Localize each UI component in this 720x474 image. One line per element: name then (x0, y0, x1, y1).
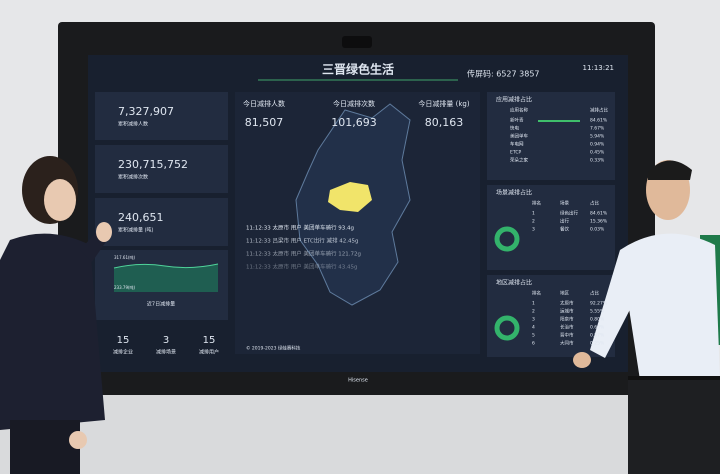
cell: 0.25% (590, 341, 605, 347)
cell: 5.94% (590, 134, 605, 140)
cell: 5.55% (590, 309, 605, 315)
cell: 6 (532, 341, 535, 347)
total-value: 7,327,907 (118, 105, 174, 118)
woman (0, 156, 112, 474)
app-bar (538, 120, 580, 122)
cell: 84.61% (590, 211, 608, 217)
cell: 84.61% (590, 118, 608, 124)
cell: 4 (532, 325, 535, 331)
camera (342, 36, 372, 48)
column-header: 地区 (560, 290, 569, 297)
today-value: 81,507 (245, 116, 284, 129)
trend-max: 317.61(吨) (114, 254, 136, 260)
cell: 荣朵之家 (510, 157, 528, 164)
today-value: 101,693 (331, 116, 377, 129)
cell: 绿色出行 (560, 210, 578, 217)
cell: 15.36% (590, 219, 608, 225)
today-label: 今日减排量 (kg) (418, 99, 469, 108)
cell: 0.57% (590, 333, 605, 339)
brand: Hisense (348, 378, 368, 384)
column-header: 排名 (532, 290, 541, 297)
feed-line: 11:12:33 太原市 用户 美团单车骑行 43.45g (246, 263, 357, 271)
cell: 2 (532, 219, 535, 225)
screen-title: 三晋绿色生活 (322, 62, 394, 77)
stat-value: 15 (203, 335, 216, 346)
trend-line (113, 263, 219, 269)
today-value: 80,163 (425, 116, 464, 129)
cell: 车电网 (510, 141, 524, 148)
cell: 1 (532, 211, 535, 217)
screen-code: 传屏码: 6527 3857 (467, 69, 540, 79)
man (573, 160, 720, 474)
stat-value: 15 (117, 335, 130, 346)
cell: 快电 (510, 125, 519, 132)
total-label: 累积减排次数 (118, 174, 148, 181)
column-header: 排名 (532, 200, 541, 207)
cell: 出行 (560, 218, 569, 225)
cell: 5 (532, 333, 535, 339)
column-header: 应用名称 (510, 107, 528, 114)
panel (487, 92, 615, 180)
feed-line: 11:12:33 太原市 用户 美团单车骑行 93.4g (246, 224, 354, 232)
cell: 0.80% (590, 317, 605, 323)
donut (494, 226, 520, 252)
cell: 阳泉市 (560, 316, 574, 323)
cell: 大同市 (560, 340, 574, 347)
column-header: 占比 (590, 290, 599, 297)
trend-area (114, 264, 218, 292)
cell: 3 (532, 317, 535, 323)
floor-wall (0, 395, 720, 474)
cell: 7.67% (590, 126, 605, 132)
today-label: 今日减排人数 (243, 99, 285, 108)
trend-title: 近7日减排量 (147, 301, 175, 308)
cell: 1 (532, 301, 535, 307)
today-label: 今日减排次数 (333, 99, 375, 108)
cell: 0.60% (590, 325, 605, 331)
cell: 太原市 (560, 300, 574, 307)
total-label: 累积减排人数 (118, 121, 148, 128)
copyright: © 2019-2023 绿蛙赛科技 (246, 345, 301, 352)
feed-line: 11:12:33 吕梁市 用户 ETC出行 减排 42.45g (246, 237, 359, 245)
cell: 美团单车 (510, 133, 528, 140)
cell: ETCP (510, 150, 521, 156)
cell: 长治市 (560, 324, 574, 331)
stat-label: 减排用户 (199, 349, 219, 356)
column-header: 占比 (590, 200, 599, 207)
column-header: 减排占比 (590, 107, 608, 114)
total-value: 240,651 (118, 211, 164, 224)
panel (95, 92, 228, 140)
cell: 餐饮 (560, 226, 569, 233)
cell: 0.03% (590, 227, 605, 233)
total-value: 230,715,752 (118, 158, 188, 171)
cell: 0.33% (590, 158, 605, 164)
cell: 3 (532, 227, 535, 233)
panel-title: 地区减排占比 (496, 279, 532, 287)
stat-label: 减排企业 (113, 349, 133, 356)
column-header: 场景 (560, 200, 569, 207)
cell: 2 (532, 309, 535, 315)
feed-line: 11:12:33 太原市 用户 美团单车骑行 121.72g (246, 250, 361, 258)
cell: 新叶青 (510, 117, 524, 124)
total-label: 累积减排量 (吨) (118, 227, 154, 234)
panel-title: 场景减排占比 (496, 189, 532, 197)
clock: 11:13:21 (583, 64, 614, 72)
panel-title: 应用减排占比 (496, 96, 532, 104)
stat-label: 减排场景 (156, 349, 176, 356)
stat-value: 3 (163, 335, 169, 346)
cell: 晋中市 (560, 332, 574, 339)
cell: 92.27% (590, 301, 608, 307)
cell: 0.45% (590, 150, 605, 156)
panel (95, 145, 228, 193)
trend-min: 233.79(吨) (114, 284, 136, 290)
cell: 0.94% (590, 142, 605, 148)
map-highlight (328, 182, 372, 212)
donut (494, 315, 520, 341)
cell: 运城市 (560, 308, 574, 315)
panel (95, 198, 228, 246)
